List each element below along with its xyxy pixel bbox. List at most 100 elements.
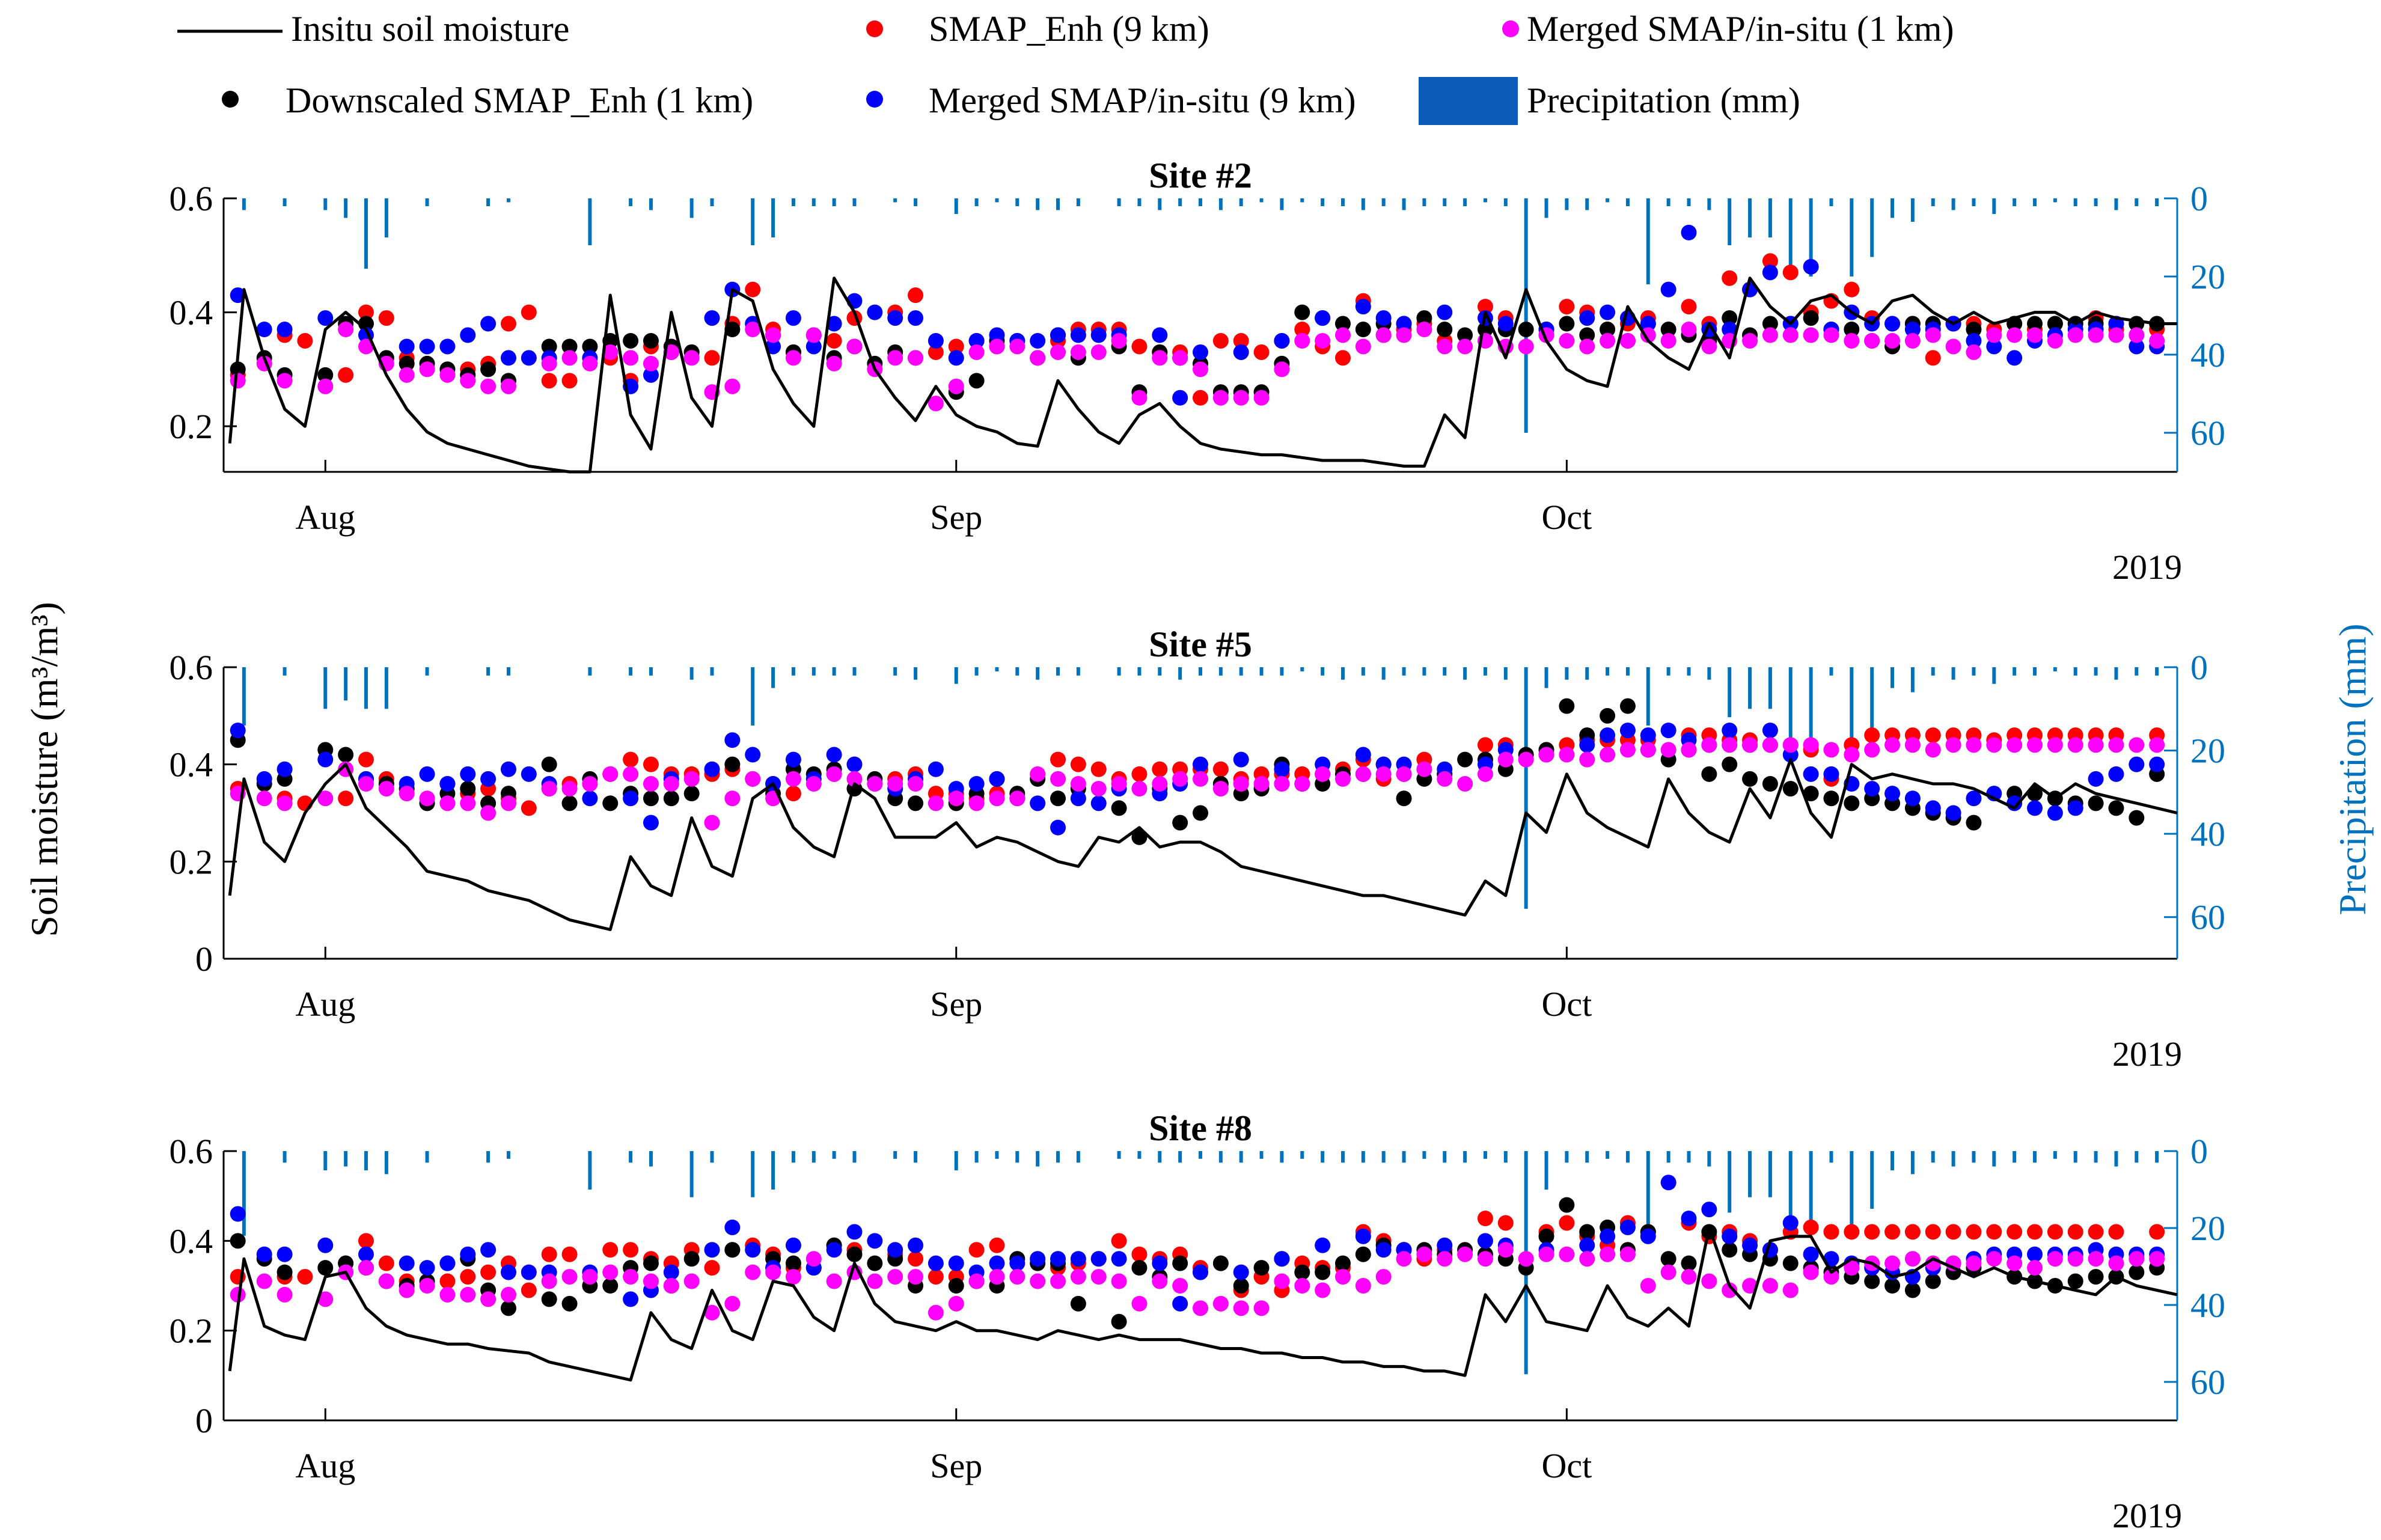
point-merged-1km	[826, 355, 842, 371]
point-smap-enh-9km	[1334, 350, 1351, 366]
point-merged-9km	[846, 756, 863, 772]
point-merged-9km	[1355, 747, 1371, 763]
point-merged-1km	[1172, 1278, 1188, 1294]
point-merged-1km	[338, 322, 354, 338]
point-merged-1km	[1518, 1251, 1534, 1267]
point-merged-1km	[1030, 766, 1046, 782]
point-merged-9km	[1803, 766, 1819, 782]
panel-site-1: Site #2 0.2 0.4 0.6 0 20 40 60 Aug Sep Oct 2019	[170, 156, 2226, 587]
point-merged-1km	[1416, 1246, 1432, 1262]
point-merged-1km	[887, 776, 903, 792]
point-merged-9km	[1619, 723, 1636, 739]
point-smap-enh-9km	[439, 1273, 456, 1289]
point-downscaled-1km	[2129, 810, 2145, 826]
point-merged-1km	[1050, 1273, 1066, 1289]
point-merged-1km	[460, 795, 476, 811]
point-smap-enh-9km	[1497, 1215, 1514, 1231]
point-merged-1km	[480, 805, 497, 821]
point-downscaled-1km	[643, 790, 659, 807]
point-merged-1km	[1233, 390, 1249, 406]
point-downscaled-1km	[1437, 322, 1453, 338]
point-downscaled-1km	[1762, 776, 1778, 792]
point-downscaled-1km	[1172, 1255, 1188, 1271]
point-merged-1km	[419, 790, 435, 807]
point-downscaled-1km	[317, 367, 334, 383]
point-merged-1km	[1355, 1278, 1371, 1294]
point-smap-enh-9km	[1925, 727, 1941, 744]
point-merged-9km	[277, 322, 293, 338]
point-smap-enh-9km	[1722, 270, 1738, 286]
point-downscaled-1km	[1701, 766, 1717, 782]
point-merged-1km	[1396, 327, 1412, 343]
point-merged-1km	[277, 1286, 293, 1303]
point-merged-1km	[1884, 737, 1901, 753]
point-merged-9km	[460, 327, 476, 343]
point-merged-1km	[785, 350, 801, 366]
point-merged-9km	[2027, 800, 2043, 816]
point-merged-1km	[1090, 781, 1107, 797]
point-merged-1km	[1803, 327, 1819, 343]
point-smap-enh-9km	[1070, 756, 1086, 772]
point-merged-9km	[785, 310, 801, 326]
point-downscaled-1km	[867, 1255, 883, 1271]
point-merged-1km	[1497, 1242, 1514, 1258]
point-merged-1km	[1375, 1269, 1392, 1285]
point-smap-enh-9km	[704, 1260, 720, 1276]
point-merged-1km	[1681, 322, 1697, 338]
point-merged-1km	[230, 373, 246, 389]
point-merged-1km	[765, 327, 781, 343]
y-axis-label-right: Precipitation (mm)	[2331, 623, 2374, 915]
point-merged-9km	[1640, 1228, 1656, 1244]
point-merged-9km	[1579, 310, 1595, 326]
point-merged-1km	[582, 355, 598, 371]
point-merged-1km	[1722, 737, 1738, 753]
point-merged-9km	[439, 338, 456, 355]
point-smap-enh-9km	[1477, 737, 1493, 753]
point-merged-9km	[948, 350, 964, 366]
point-merged-1km	[846, 338, 863, 355]
point-merged-1km	[2088, 737, 2104, 753]
point-merged-1km	[2108, 1255, 2124, 1271]
point-merged-9km	[785, 751, 801, 768]
point-merged-1km	[399, 367, 415, 383]
point-merged-1km	[928, 396, 944, 412]
point-smap-enh-9km	[1925, 350, 1941, 366]
point-merged-1km	[1782, 1282, 1799, 1298]
point-downscaled-1km	[230, 1233, 246, 1249]
point-merged-1km	[663, 1278, 679, 1294]
point-downscaled-1km	[2129, 1264, 2145, 1280]
point-merged-1km	[724, 1295, 741, 1312]
point-downscaled-1km	[1111, 1313, 1127, 1330]
point-downscaled-1km	[1111, 800, 1127, 816]
point-merged-9km	[1986, 338, 2002, 355]
point-smap-enh-9km	[541, 373, 557, 389]
point-smap-enh-9km	[1864, 1224, 1880, 1240]
point-smap-enh-9km	[623, 751, 639, 768]
point-merged-1km	[2027, 737, 2043, 753]
point-merged-1km	[317, 790, 334, 807]
point-merged-1km	[623, 766, 639, 782]
point-merged-9km	[1579, 1237, 1595, 1253]
x-tick-label: Aug	[295, 1446, 355, 1485]
point-downscaled-1km	[1050, 790, 1066, 807]
point-downscaled-1km	[460, 781, 476, 797]
legend-precip-swatch	[1419, 77, 1518, 125]
panel-site-2: Site #5 0 0.2 0.4 0.6 0 20 40 60 Aug Sep Oct 2019	[170, 625, 2226, 1074]
point-merged-9km	[908, 310, 924, 326]
point-merged-1km	[704, 814, 720, 831]
y2-tick-label: 60	[2190, 898, 2225, 937]
point-merged-1km	[1945, 338, 1961, 355]
point-merged-1km	[1904, 737, 1921, 753]
point-merged-9km	[1233, 344, 1249, 360]
point-merged-9km	[1497, 316, 1514, 332]
point-downscaled-1km	[968, 373, 985, 389]
point-merged-9km	[1600, 727, 1616, 744]
legend-downscaled-label: Downscaled SMAP_Enh (1 km)	[286, 81, 753, 120]
point-merged-1km	[2007, 737, 2023, 753]
point-merged-1km	[1437, 771, 1453, 787]
point-merged-9km	[500, 1264, 516, 1280]
point-merged-9km	[1681, 224, 1697, 240]
point-merged-9km	[1050, 1251, 1066, 1267]
point-merged-9km	[1375, 1242, 1392, 1258]
point-merged-1km	[1823, 327, 1839, 343]
